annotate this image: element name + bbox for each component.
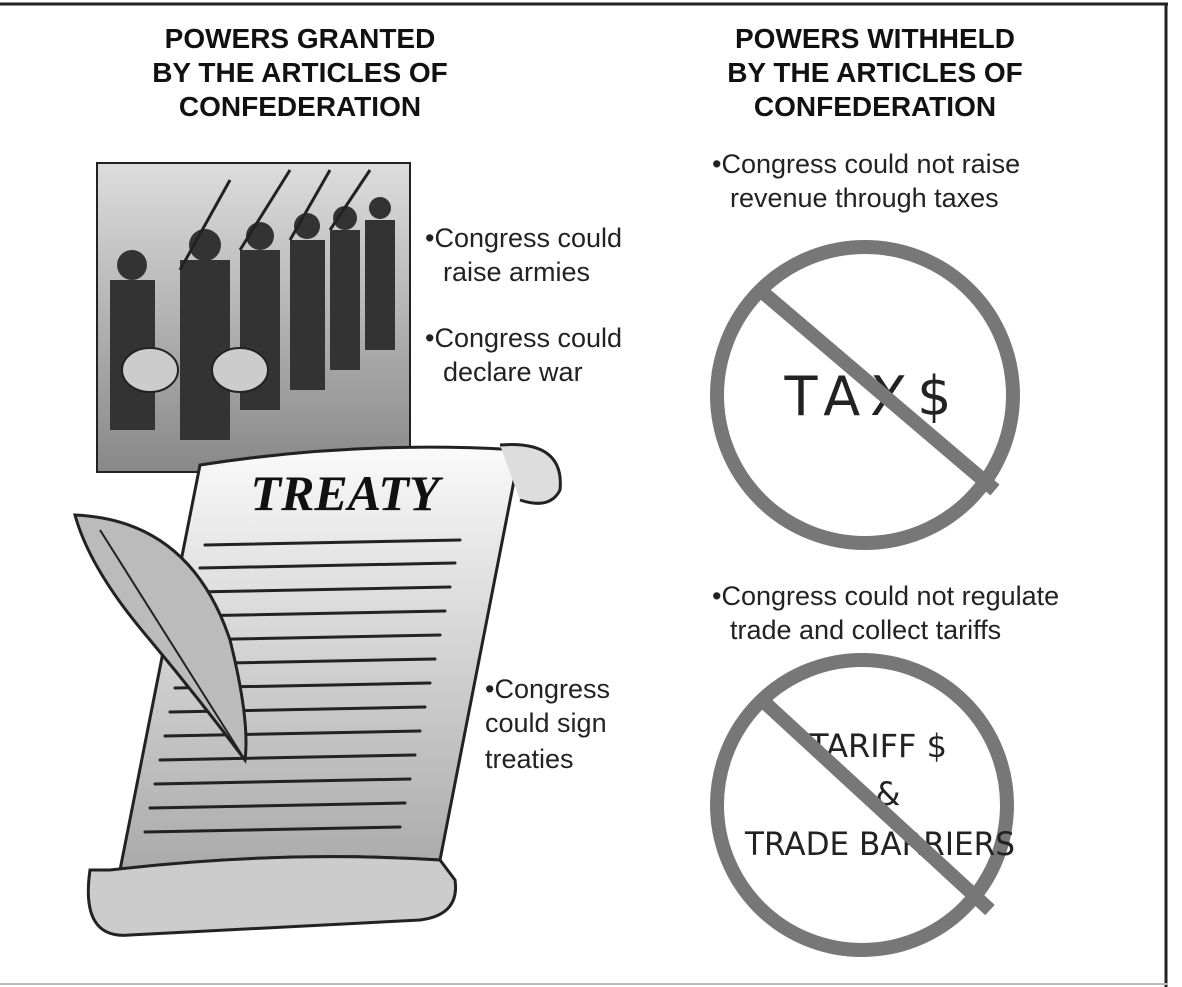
right-title: CONFEDERATION xyxy=(754,91,996,122)
bullet-text: could sign xyxy=(485,708,607,738)
prohibition-circle xyxy=(710,653,1014,957)
bullet-text: revenue through taxes xyxy=(730,183,999,213)
scroll-title: TREATY xyxy=(251,465,444,521)
sign-text: TRADE BARRIERS xyxy=(744,825,1015,863)
left-title: BY THE ARTICLES OF xyxy=(152,57,448,88)
sign-text: TAX$ xyxy=(783,365,961,428)
bullet-text: declare war xyxy=(443,357,583,387)
bullet-text: •Congress could xyxy=(425,223,622,253)
prohibition-slash xyxy=(757,694,995,916)
left-title: CONFEDERATION xyxy=(179,91,421,122)
bullet-text: •Congress could xyxy=(425,323,622,353)
bullet-text: •Congress could not raise xyxy=(712,149,1020,179)
prohibition-circle xyxy=(710,240,1020,550)
bullet-text: raise armies xyxy=(443,257,590,287)
right-title: POWERS WITHHELD xyxy=(735,23,1015,54)
bullet-text: treaties xyxy=(485,744,574,774)
right-title: BY THE ARTICLES OF xyxy=(727,57,1023,88)
bullet-text: •Congress xyxy=(485,674,610,704)
left-title: POWERS GRANTED xyxy=(165,23,436,54)
bullet-text: trade and collect tariffs xyxy=(730,615,1001,645)
prohibition-slash xyxy=(755,284,1000,496)
treaty-scroll xyxy=(73,443,562,937)
bullet-text: •Congress could not regulate xyxy=(712,581,1059,611)
soldiers-illustration xyxy=(96,162,411,473)
